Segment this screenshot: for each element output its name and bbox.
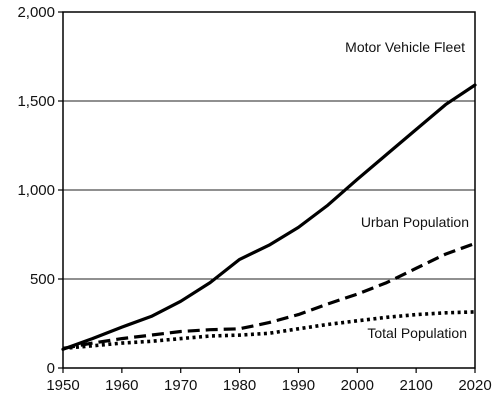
grid-lines (63, 100, 475, 280)
series-label-total-population: Total Population (367, 325, 467, 341)
y-tick-label: 1,000 (17, 182, 55, 199)
y-tick-label: 500 (30, 271, 55, 288)
x-tick-label: 1970 (164, 377, 197, 394)
series-label-urban-population: Urban Population (361, 214, 469, 230)
series-line-total-population (62, 310, 476, 351)
x-tick-label: 1960 (105, 377, 138, 394)
y-tick-label: 2,000 (17, 4, 55, 21)
x-tick-label: 1980 (223, 377, 256, 394)
x-tick-label: 2000 (341, 377, 374, 394)
y-axis-ticks: 0 500 1,000 1,500 2,000 (17, 4, 63, 377)
y-tick-label: 1,500 (17, 93, 55, 110)
x-tick-label: 1950 (46, 377, 79, 394)
x-tick-label: 1990 (282, 377, 315, 394)
series-line-urban-population (62, 241, 476, 350)
series-labels: Motor Vehicle Fleet Urban Population Total… (345, 39, 469, 341)
x-tick-label: 2100 (399, 377, 432, 394)
series-lines (61, 83, 477, 351)
x-axis-ticks: 1950 1960 1970 1980 1990 2000 2100 2020 (46, 368, 492, 394)
x-tick-label: 2020 (458, 377, 491, 394)
y-tick-label: 0 (47, 360, 55, 377)
series-label-motor-vehicle-fleet: Motor Vehicle Fleet (345, 39, 465, 55)
series-line-motor-vehicle-fleet (61, 83, 477, 351)
